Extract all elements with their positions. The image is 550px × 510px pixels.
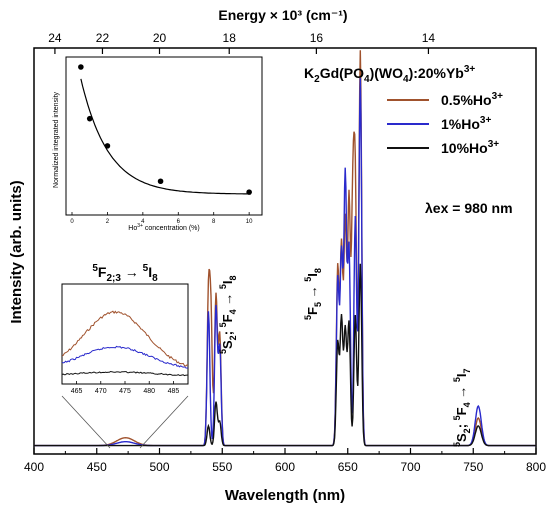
inset-point-2: [104, 143, 111, 149]
top-tick-label-16: 16: [310, 31, 324, 45]
legend: K2Gd(PO4)(WO4):20%Yb3+ 0.5%Ho3+ 1%Ho3+ 1…: [304, 64, 503, 156]
inset-zoom-title: 5F2;3 → 5I8: [92, 263, 158, 284]
zoom-connector-left: [61, 395, 111, 449]
excitation-label: λex = 980 nm: [425, 200, 513, 216]
zoom-tick-label-475: 475: [119, 388, 131, 395]
inset-point-0: [78, 64, 84, 70]
inset-point-3: [157, 178, 164, 185]
legend-entry-0.5: 0.5%Ho3+: [441, 91, 503, 108]
inset-point-1: [86, 115, 93, 122]
legend-entry-1: 1%Ho3+: [441, 115, 491, 132]
inset-x-tick-label-6: 6: [177, 219, 181, 225]
inset-data-points: [78, 64, 252, 195]
bottom-axis-ticks: 400 450 500 550 600 650 700 750 800: [24, 448, 546, 474]
inset-zoom-frame: [61, 283, 189, 385]
x-tick-label-650: 650: [338, 460, 358, 474]
zoom-tick-label-480: 480: [143, 388, 155, 395]
legend-entry-10: 10%Ho3+: [441, 139, 499, 156]
x-axis-label: Wavelength (nm): [225, 487, 345, 504]
zoom-tick-label-485: 485: [168, 388, 180, 395]
zoom-connector-right: [139, 395, 189, 449]
top-axis-label: Energy × 10³ (cm⁻¹): [218, 7, 347, 23]
zoom-line-1%Ho3+: [62, 345, 188, 369]
inset-x-tick-label-10: 10: [246, 219, 253, 225]
top-tick-label-24: 24: [48, 31, 62, 45]
zoom-line-10%Ho3+: [62, 370, 188, 377]
inset-x-tick-label-4: 4: [141, 219, 145, 225]
x-tick-label-450: 450: [87, 460, 107, 474]
spectrum-series: [34, 50, 536, 447]
inset-concentration-frame: [65, 56, 263, 216]
inset-y-label: Normalized integrated intensity: [53, 91, 60, 188]
top-tick-label-14: 14: [422, 31, 436, 45]
inset-x-label: Ho3+ concentration (%): [128, 223, 199, 232]
x-tick-label-700: 700: [400, 460, 420, 474]
legend-title: K2Gd(PO4)(WO4):20%Yb3+: [304, 64, 475, 85]
inset-zoom-series: [62, 310, 188, 377]
inset-x-tick-label-0: 0: [70, 219, 74, 225]
inset-x-tick-label-2: 2: [106, 219, 110, 225]
top-axis-ticks: 24 22 20 18 16 14: [48, 31, 435, 54]
inset-zoom: 5F2;3 → 5I8 465 470 475 480 485: [61, 263, 189, 449]
x-tick-label-500: 500: [149, 460, 169, 474]
series-line-10%Ho3+: [34, 263, 536, 447]
inset-concentration-ticks: 0 2 4 6 8 10: [70, 212, 253, 225]
x-tick-label-550: 550: [212, 460, 232, 474]
zoom-tick-label-470: 470: [95, 388, 107, 395]
zoom-line-0.5%Ho3+: [62, 310, 188, 367]
top-tick-label-20: 20: [153, 31, 167, 45]
inset-concentration: 0 2 4 6 8 10 Normalized integrated intensity …: [53, 56, 263, 232]
x-tick-label-750: 750: [463, 460, 483, 474]
inset-point-4: [246, 189, 252, 195]
annotation-nir: 5S2; 5F4 → 5I7: [452, 368, 472, 447]
inset-fit-curve: [80, 78, 250, 195]
y-axis-label: Intensity (arb. units): [8, 180, 25, 323]
top-tick-label-22: 22: [96, 31, 110, 45]
x-tick-label-800: 800: [526, 460, 546, 474]
x-tick-label-600: 600: [275, 460, 295, 474]
annotation-green: 5S2; 5F4 → 5I8: [218, 275, 238, 354]
top-tick-label-18: 18: [223, 31, 237, 45]
inset-zoom-ticks: 465 470 475 480 485: [71, 381, 180, 395]
zoom-tick-label-465: 465: [71, 388, 83, 395]
annotation-red: 5F5 → 5I8: [303, 268, 323, 320]
inset-x-tick-label-8: 8: [212, 219, 216, 225]
x-tick-label-400: 400: [24, 460, 44, 474]
